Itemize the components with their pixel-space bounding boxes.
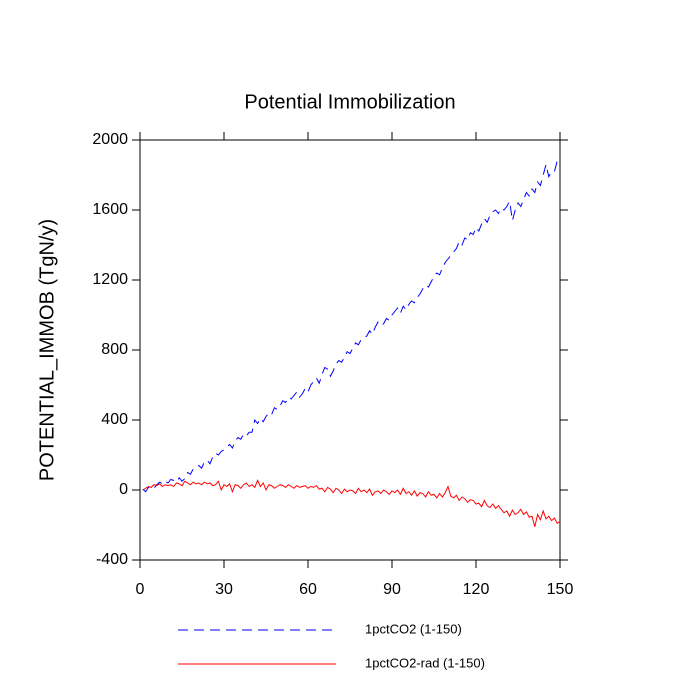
x-tick-label: 150 bbox=[547, 581, 574, 598]
x-tick-label: 120 bbox=[463, 581, 490, 598]
y-tick-label: -400 bbox=[96, 551, 128, 568]
plot-frame bbox=[139, 139, 561, 561]
y-tick-label: 2000 bbox=[92, 131, 128, 148]
x-tick-label: 90 bbox=[383, 581, 401, 598]
x-tick-label: 0 bbox=[136, 581, 145, 598]
y-tick-label: 800 bbox=[101, 341, 128, 358]
legend-label: 1pctCO2 (1-150) bbox=[365, 621, 462, 636]
x-tick-label: 30 bbox=[215, 581, 233, 598]
series-line bbox=[142, 159, 561, 493]
y-tick-label: 400 bbox=[101, 411, 128, 428]
chart-title: Potential Immobilization bbox=[244, 91, 455, 113]
y-tick-label: 1200 bbox=[92, 271, 128, 288]
x-tick-label: 60 bbox=[299, 581, 317, 598]
y-tick-label: 0 bbox=[119, 481, 128, 498]
legend-label: 1pctCO2-rad (1-150) bbox=[365, 655, 485, 670]
y-tick-label: 1600 bbox=[92, 201, 128, 218]
y-axis-label: POTENTIAL_IMMOB (TgN/y) bbox=[36, 219, 58, 481]
series-line bbox=[142, 479, 561, 527]
